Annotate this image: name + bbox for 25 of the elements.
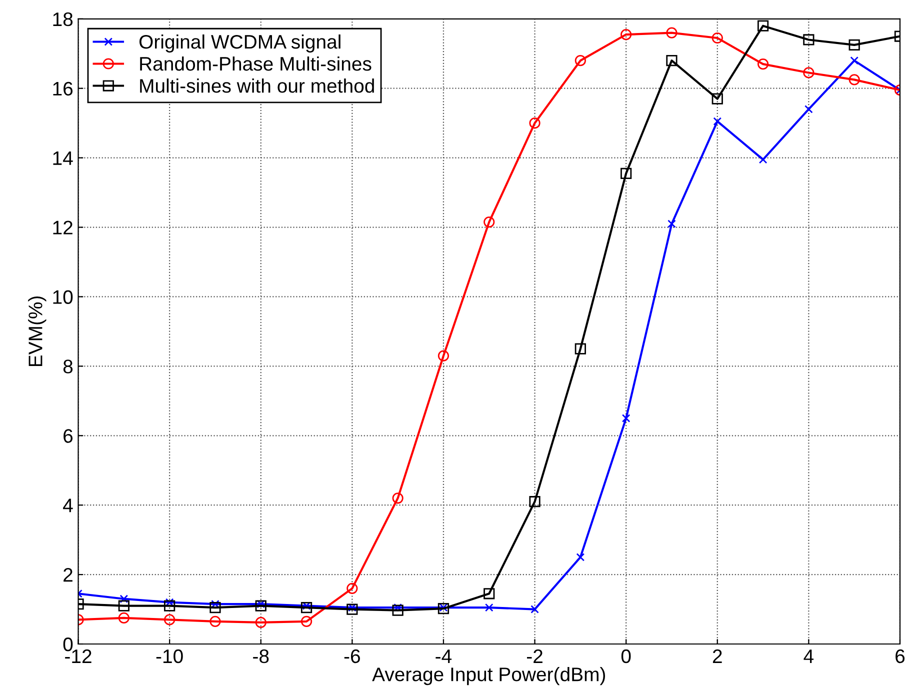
legend-label: Multi-sines with our method bbox=[140, 78, 374, 93]
y-tick-label: 18 bbox=[53, 12, 73, 26]
y-tick-label: 12 bbox=[53, 220, 72, 234]
x-tick-label: 6 bbox=[896, 649, 905, 664]
x-tick-label: -10 bbox=[156, 649, 183, 664]
y-tick-label: 0 bbox=[63, 637, 73, 652]
y-tick-label: 2 bbox=[64, 568, 72, 582]
x-tick-label: 0 bbox=[621, 649, 631, 664]
y-tick-label: 4 bbox=[63, 498, 73, 512]
y-tick-label: 6 bbox=[64, 429, 73, 443]
legend-label: Original WCDMA signal bbox=[139, 34, 340, 53]
x-tick-label: -2 bbox=[526, 649, 542, 663]
y-tick-label: 8 bbox=[63, 360, 73, 374]
y-axis-title: EVM(%) bbox=[28, 296, 46, 366]
x-tick-label: -12 bbox=[65, 649, 92, 663]
x-tick-label: 2 bbox=[712, 649, 722, 663]
y-tick-label: 16 bbox=[53, 82, 73, 96]
x-tick-label: 4 bbox=[804, 650, 814, 663]
x-tick-label: -8 bbox=[253, 649, 269, 664]
x-tick-label: -6 bbox=[344, 649, 360, 664]
legend-label: Random-Phase Multi-sines bbox=[140, 56, 372, 71]
x-axis-title: Average Input Power(dBm) bbox=[372, 666, 606, 686]
y-tick-label: 14 bbox=[53, 151, 73, 165]
y-tick-label: 10 bbox=[53, 290, 73, 304]
x-tick-label: -4 bbox=[436, 650, 452, 663]
